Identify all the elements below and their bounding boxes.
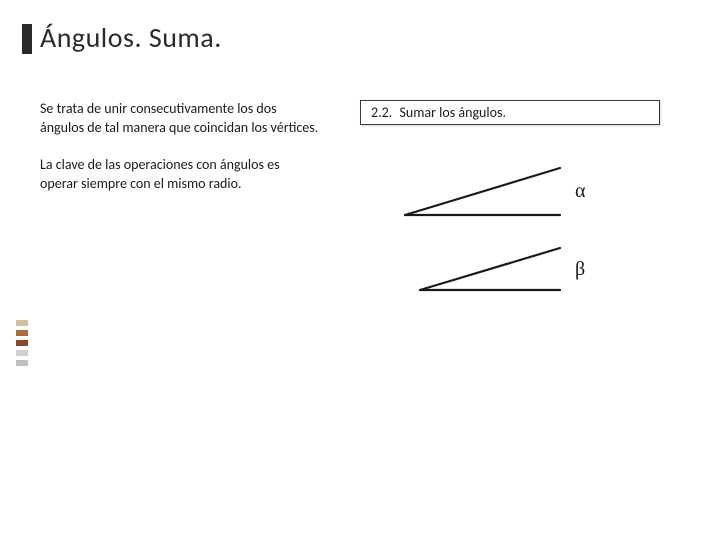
title-accent-bar — [22, 24, 32, 54]
side-bar-1 — [16, 320, 28, 326]
exercise-number: 2.2. — [371, 104, 392, 121]
page-title: Ángulos. Suma. — [40, 20, 222, 55]
exercise-box: 2.2. Sumar los ángulos. — [360, 100, 660, 125]
alpha-ray-1 — [405, 168, 560, 215]
decorative-side-bars — [16, 320, 28, 380]
paragraph-1: Se trata de unir consecutivamente los do… — [40, 100, 320, 138]
side-bar-2 — [16, 330, 28, 336]
side-bar-3 — [16, 340, 28, 346]
beta-ray-1 — [420, 248, 560, 290]
angles-diagram: α β — [360, 150, 660, 350]
body-text-column: Se trata de unir consecutivamente los do… — [40, 100, 320, 212]
beta-label: β — [575, 258, 585, 281]
alpha-label: α — [575, 180, 585, 203]
diagram-svg — [360, 150, 660, 350]
side-bar-4 — [16, 350, 28, 356]
paragraph-2: La clave de las operaciones con ángulos … — [40, 156, 320, 194]
exercise-text: Sumar los ángulos. — [399, 104, 506, 121]
side-bar-5 — [16, 360, 28, 366]
